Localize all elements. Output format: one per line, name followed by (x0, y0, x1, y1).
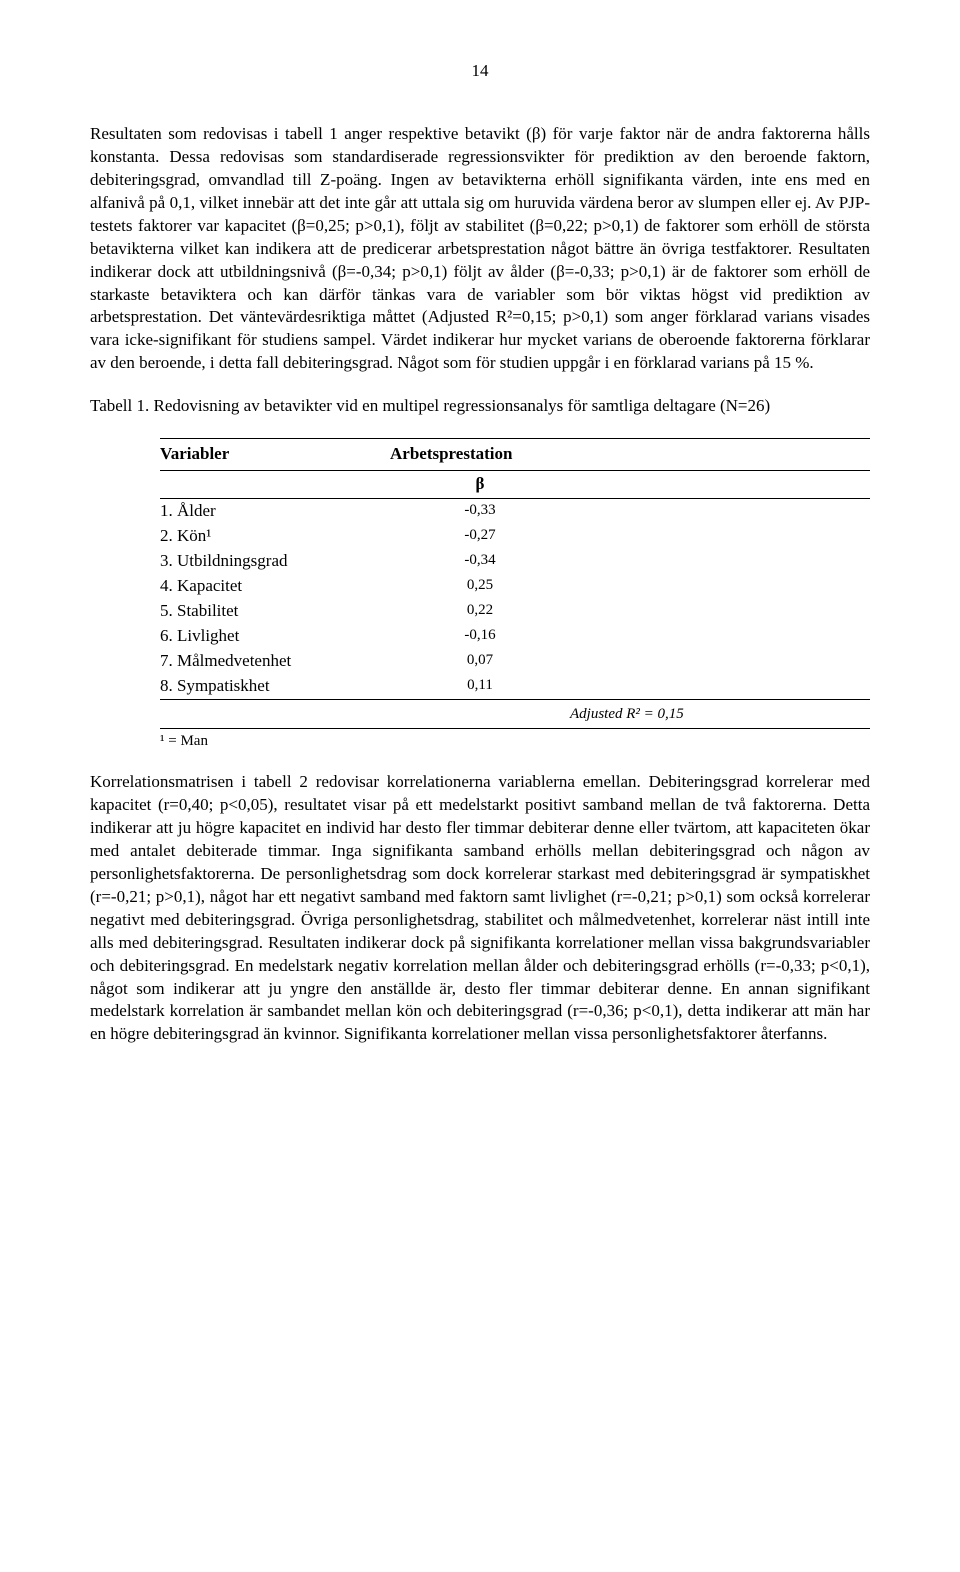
row-value: -0,33 (390, 500, 570, 523)
regression-table: Variabler Arbetsprestation β 1. Ålder -0… (160, 438, 870, 751)
table-row: 6. Livlighet -0,16 (160, 624, 870, 649)
row-value: -0,16 (390, 625, 570, 648)
row-label: 3. Utbildningsgrad (160, 550, 390, 573)
table-row: 5. Stabilitet 0,22 (160, 599, 870, 624)
adjr-spacer (160, 704, 570, 724)
table-row: 2. Kön¹ -0,27 (160, 524, 870, 549)
paragraph-2: Korrelationsmatrisen i tabell 2 redovisa… (90, 771, 870, 1046)
table-footnote: ¹ = Man (160, 729, 870, 751)
table-caption: Tabell 1. Redovisning av betavikter vid … (90, 395, 870, 418)
row-label: 1. Ålder (160, 500, 390, 523)
table-row: 7. Målmedvetenhet 0,07 (160, 649, 870, 674)
row-label: 6. Livlighet (160, 625, 390, 648)
row-label: 7. Målmedvetenhet (160, 650, 390, 673)
row-label: 4. Kapacitet (160, 575, 390, 598)
table-beta-row: β (160, 471, 870, 499)
table-row: 4. Kapacitet 0,25 (160, 574, 870, 599)
row-label: 8. Sympatiskhet (160, 675, 390, 698)
row-value: 0,07 (390, 650, 570, 673)
row-label: 5. Stabilitet (160, 600, 390, 623)
row-value: 0,11 (390, 675, 570, 698)
table-beta-spacer (160, 473, 390, 496)
table-header-variables: Variabler (160, 443, 390, 466)
row-value: 0,22 (390, 600, 570, 623)
table-row: 3. Utbildningsgrad -0,34 (160, 549, 870, 574)
table-header-row: Variabler Arbetsprestation (160, 438, 870, 471)
table-adjusted-r-row: Adjusted R² = 0,15 (160, 700, 870, 729)
row-value: 0,25 (390, 575, 570, 598)
table-beta-symbol: β (390, 473, 570, 496)
table-header-value: Arbetsprestation (390, 443, 570, 466)
page-number: 14 (90, 60, 870, 83)
row-value: -0,34 (390, 550, 570, 573)
paragraph-1: Resultaten som redovisas i tabell 1 ange… (90, 123, 870, 375)
row-label: 2. Kön¹ (160, 525, 390, 548)
table-data-rows: 1. Ålder -0,33 2. Kön¹ -0,27 3. Utbildni… (160, 499, 870, 700)
row-value: -0,27 (390, 525, 570, 548)
table-row: 8. Sympatiskhet 0,11 (160, 674, 870, 699)
table-row: 1. Ålder -0,33 (160, 499, 870, 524)
adjusted-r-value: Adjusted R² = 0,15 (570, 704, 684, 724)
